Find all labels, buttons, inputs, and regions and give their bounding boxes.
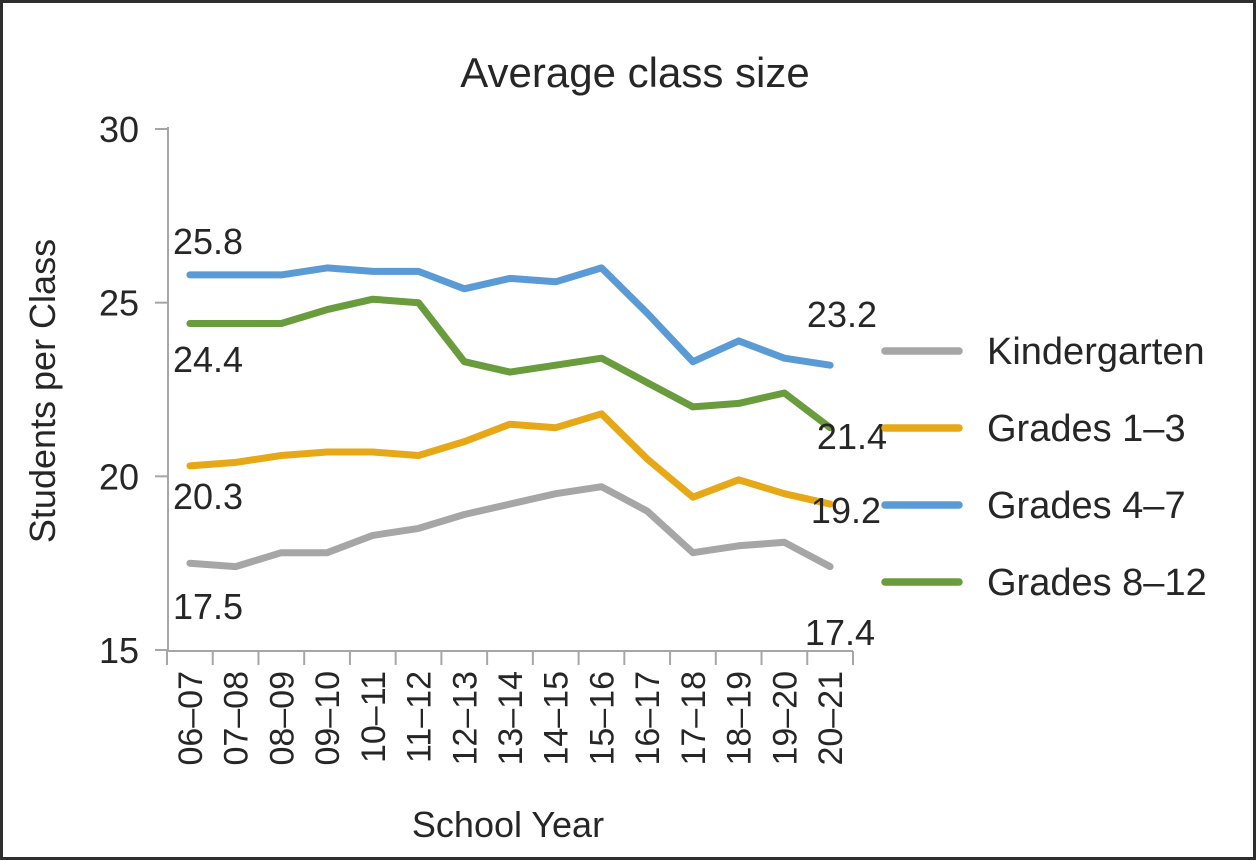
legend: Kindergarten Grades 1–3 Grades 4–7 Grades 8… <box>881 331 1207 604</box>
y-axis-title: Students per Class <box>22 239 63 543</box>
legend-label: Grades 1–3 <box>987 408 1186 450</box>
x-tick-label: 19–20 <box>766 671 804 766</box>
y-tick-label: 25 <box>99 283 139 324</box>
series-line-kindergarten <box>186 483 834 571</box>
x-tick-label: 08–09 <box>263 671 301 766</box>
value-label: 19.2 <box>811 490 881 531</box>
y-tick-label: 30 <box>99 109 139 150</box>
value-label: 20.3 <box>173 476 243 517</box>
value-label: 17.4 <box>805 612 875 653</box>
legend-label: Grades 8–12 <box>987 562 1207 604</box>
series-line-grades-4-7 <box>186 264 834 369</box>
x-tick-label: 06–07 <box>172 671 210 766</box>
value-label: 17.5 <box>173 586 243 627</box>
axes: 30 25 20 15 06–07 07–08 08–09 09–10 10–11 11–12 12… <box>99 109 854 766</box>
legend-label: Kindergarten <box>987 331 1205 373</box>
chart-title: Average class size <box>460 49 809 96</box>
x-tick-label: 13–14 <box>492 671 530 766</box>
x-tick-label: 11–12 <box>401 671 439 763</box>
x-tick-label: 20–21 <box>812 671 850 766</box>
x-tick-label: 15–16 <box>583 671 621 766</box>
x-tick-label: 10–11 <box>355 671 393 763</box>
series-line-grades-8-12 <box>186 295 834 432</box>
x-tick-label: 16–17 <box>629 671 667 766</box>
x-tick-label: 17–18 <box>675 671 713 766</box>
x-tick-label: 07–08 <box>218 671 256 766</box>
y-tick-label: 20 <box>99 456 139 497</box>
class-size-line-chart: Average class size Students per Class Sc… <box>22 49 1207 845</box>
legend-label: Grades 4–7 <box>987 485 1186 527</box>
legend-item-grades-8-12: Grades 8–12 <box>881 562 1207 604</box>
x-axis-title: School Year <box>412 804 604 845</box>
x-tick-label: 18–19 <box>721 671 759 766</box>
data-labels: 25.8 24.4 20.3 17.5 23.2 21.4 19.2 17.4 <box>173 221 887 653</box>
series-line-grades-1-3 <box>186 410 834 508</box>
value-label: 23.2 <box>807 294 877 335</box>
series-lines <box>186 264 834 571</box>
legend-item-grades-1-3: Grades 1–3 <box>881 408 1186 450</box>
legend-item-kindergarten: Kindergarten <box>881 331 1205 373</box>
value-label: 25.8 <box>173 221 243 262</box>
legend-item-grades-4-7: Grades 4–7 <box>881 485 1186 527</box>
y-tick-label: 15 <box>99 630 139 671</box>
x-tick-label: 12–13 <box>446 671 484 766</box>
x-tick-label: 09–10 <box>309 671 347 766</box>
value-label: 24.4 <box>173 339 243 380</box>
x-tick-label: 14–15 <box>538 671 576 766</box>
value-label: 21.4 <box>817 416 887 457</box>
